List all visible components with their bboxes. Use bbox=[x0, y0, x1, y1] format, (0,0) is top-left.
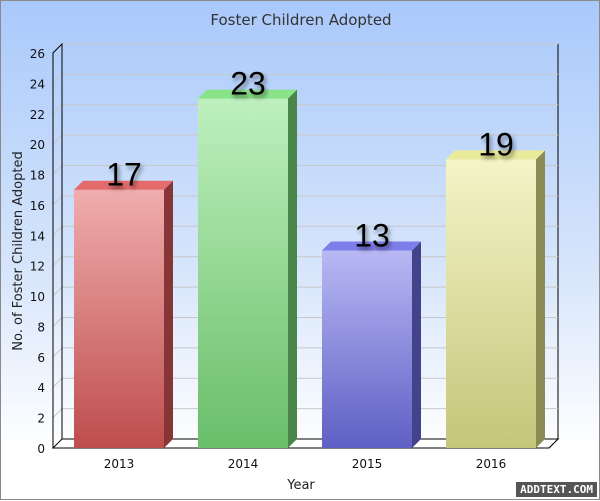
y-tick-label: 22 bbox=[30, 108, 45, 122]
bar-top-2014 bbox=[198, 89, 297, 99]
bar-2014 bbox=[198, 98, 288, 449]
gridline bbox=[52, 43, 558, 54]
data-label: 17 bbox=[106, 157, 142, 193]
x-axis-label: Year bbox=[286, 478, 315, 493]
bar-2013 bbox=[74, 189, 164, 448]
bar-side-2015 bbox=[412, 241, 421, 448]
y-tick-label: 6 bbox=[37, 351, 45, 365]
bar-top-2016 bbox=[446, 150, 545, 160]
y-tick-label: 10 bbox=[30, 290, 45, 304]
y-tick-label: 24 bbox=[30, 77, 45, 91]
y-tick-label: 4 bbox=[37, 381, 45, 395]
y-tick-label: 8 bbox=[37, 320, 45, 334]
y-tick-label: 14 bbox=[30, 229, 45, 243]
bar-2016 bbox=[446, 159, 536, 448]
y-tick-label: 16 bbox=[30, 199, 45, 213]
y-tick-label: 26 bbox=[30, 47, 45, 61]
x-tick-label: 2016 bbox=[476, 457, 507, 471]
y-tick-label: 0 bbox=[37, 442, 45, 456]
y-tick-label: 2 bbox=[37, 412, 45, 426]
x-tick-label: 2014 bbox=[228, 457, 259, 471]
bar-top-2013 bbox=[74, 180, 173, 190]
y-tick-label: 18 bbox=[30, 169, 45, 183]
watermark: ADDTEXT.COM bbox=[516, 482, 597, 497]
data-label: 23 bbox=[230, 66, 266, 102]
bar-2015 bbox=[322, 250, 412, 448]
bar-side-2014 bbox=[288, 89, 297, 449]
data-label: 13 bbox=[354, 218, 390, 254]
bar-side-2013 bbox=[164, 180, 173, 448]
gridline bbox=[52, 73, 558, 84]
bar-top-2015 bbox=[322, 241, 421, 251]
x-tick-label: 2013 bbox=[104, 457, 135, 471]
x-tick-label: 2015 bbox=[352, 457, 383, 471]
y-tick-label: 12 bbox=[30, 260, 45, 274]
data-label: 19 bbox=[478, 126, 514, 162]
gridline bbox=[52, 104, 558, 115]
bar-side-2016 bbox=[536, 150, 545, 448]
chart-title: Foster Children Adopted bbox=[210, 11, 391, 29]
y-axis-label: No. of Foster Children Adopted bbox=[11, 151, 26, 350]
y-tick-label: 20 bbox=[30, 138, 45, 152]
